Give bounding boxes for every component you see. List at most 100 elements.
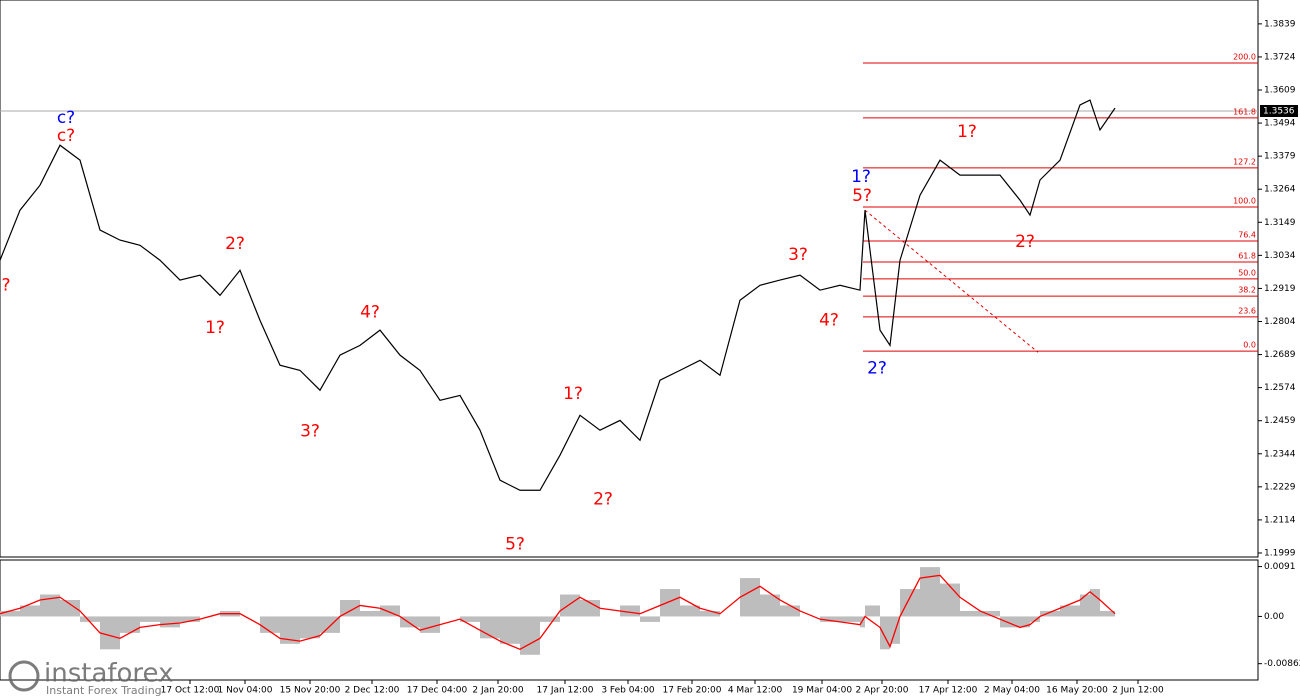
trend-line [864, 209, 1039, 353]
y-tick-label: -0.00862 [1264, 659, 1300, 669]
histogram-bar [160, 616, 180, 628]
fib-label: 200.0 [1233, 52, 1256, 61]
histogram-bar [1040, 610, 1060, 617]
histogram-bar [1080, 594, 1090, 617]
histogram-bar [420, 616, 440, 633]
histogram-bar [700, 610, 720, 617]
wave-label: 2? [867, 358, 887, 378]
histogram-bar [140, 616, 160, 622]
wave-label: 1? [957, 122, 977, 142]
histogram-bar [780, 605, 800, 617]
y-tick-label: 1.2804 [1264, 317, 1296, 327]
histogram-bar [865, 605, 880, 617]
y-tick-label: 1.3609 [1264, 86, 1296, 96]
histogram-bar [580, 600, 600, 617]
wave-label: 1? [563, 384, 583, 404]
histogram-bar [680, 605, 700, 617]
x-tick-label: 16 May 20:00 [1046, 686, 1108, 696]
histogram-bar [660, 589, 680, 617]
histogram-bar [500, 616, 520, 644]
y-tick-label: 1.2574 [1264, 383, 1296, 393]
histogram-bar [180, 616, 200, 622]
wave-label: c? [57, 108, 75, 128]
y-tick-label: 0.00 [1264, 612, 1284, 622]
y-tick-label: 1.3379 [1264, 152, 1296, 162]
x-tick-label: 15 Nov 20:00 [280, 686, 341, 696]
fib-label: 100.0 [1233, 197, 1256, 206]
histogram-bar [1100, 610, 1115, 617]
fib-label: 38.2 [1238, 286, 1256, 295]
wave-label: 2? [1015, 232, 1035, 252]
histogram-bar [620, 605, 640, 617]
histogram-bar [100, 616, 120, 650]
y-tick-label: 1.2689 [1264, 350, 1296, 360]
oscillator-panel [0, 559, 1259, 681]
histogram-bar [960, 610, 980, 617]
histogram-bar [60, 600, 80, 617]
wave-label: 5? [505, 534, 525, 554]
wave-label: 2? [225, 234, 245, 254]
brand: instaforex [44, 659, 173, 689]
histogram-bar [40, 594, 60, 617]
y-tick-label: 1.3839 [1264, 19, 1296, 29]
histogram-bar [1000, 616, 1020, 628]
histogram-bar [380, 605, 400, 617]
histogram-bar [840, 616, 860, 622]
histogram-bar [360, 610, 380, 617]
histogram-bar [20, 605, 40, 617]
x-tick-label: 3 Feb 04:00 [601, 686, 655, 696]
x-tick-label: 4 Mar 12:00 [728, 686, 783, 696]
x-tick-label: 17 Feb 20:00 [662, 686, 721, 696]
histogram-bar [820, 616, 840, 622]
histogram-bar [940, 583, 960, 617]
histogram-bar [280, 616, 300, 644]
y-tick-label: 1.2919 [1264, 284, 1296, 294]
x-tick-label: 2 Jun 12:00 [1112, 686, 1164, 696]
y-tick-label: 1.1999 [1264, 548, 1296, 558]
x-tick-label: 17 Oct 12:00 [161, 686, 220, 696]
wave-label: 2? [593, 489, 613, 509]
histogram-bar [640, 616, 660, 622]
histogram-bar [460, 616, 480, 622]
fib-label: 0.0 [1243, 341, 1256, 350]
histogram-bar [0, 610, 20, 617]
slogan: Instant Forex Trading [46, 684, 162, 697]
y-tick-label: 0.0091 [1264, 562, 1296, 572]
histogram-bar [560, 594, 580, 617]
wave-label: 4? [819, 310, 839, 330]
histogram-bar [860, 616, 865, 628]
logo [8, 660, 40, 692]
histogram-bar [340, 600, 360, 617]
histogram-bar [1090, 589, 1100, 617]
y-tick-label: 1.2114 [1264, 515, 1296, 525]
y-tick-label: 1.3149 [1264, 218, 1296, 228]
y-tick-label: 1.2459 [1264, 416, 1296, 426]
histogram-bar [1030, 616, 1040, 622]
y-tick-label: 1.2344 [1264, 449, 1296, 459]
x-tick-label: 2 Jan 20:00 [472, 686, 524, 696]
fib-label: 61.8 [1238, 251, 1256, 260]
histogram-bar [760, 594, 780, 617]
histogram-bar [920, 567, 940, 617]
fib-label: 127.2 [1233, 157, 1256, 166]
histogram-bar [400, 616, 420, 628]
wave-label: 5? [852, 186, 872, 206]
histogram-bar [260, 616, 280, 633]
wave-label: 4? [360, 302, 380, 322]
y-tick-label: 1.3034 [1264, 251, 1296, 261]
histogram-bar [1060, 605, 1080, 617]
watermark: instaforex Instant Forex Trading [8, 659, 173, 697]
fib-label: 161.8 [1233, 107, 1256, 116]
histogram-bar [520, 616, 540, 655]
x-tick-label: 1 Nov 04:00 [218, 686, 273, 696]
x-tick-label: 2 May 04:00 [984, 686, 1040, 696]
wave-label: 3? [300, 421, 320, 441]
histogram-bar [120, 616, 140, 633]
histogram-bar [300, 616, 320, 639]
histogram-bar [540, 616, 560, 622]
histogram-bar [740, 578, 760, 617]
current-price-label: 1.3536 [1263, 106, 1295, 116]
wave-label: 1? [205, 318, 225, 338]
signal-line [0, 574, 1116, 651]
